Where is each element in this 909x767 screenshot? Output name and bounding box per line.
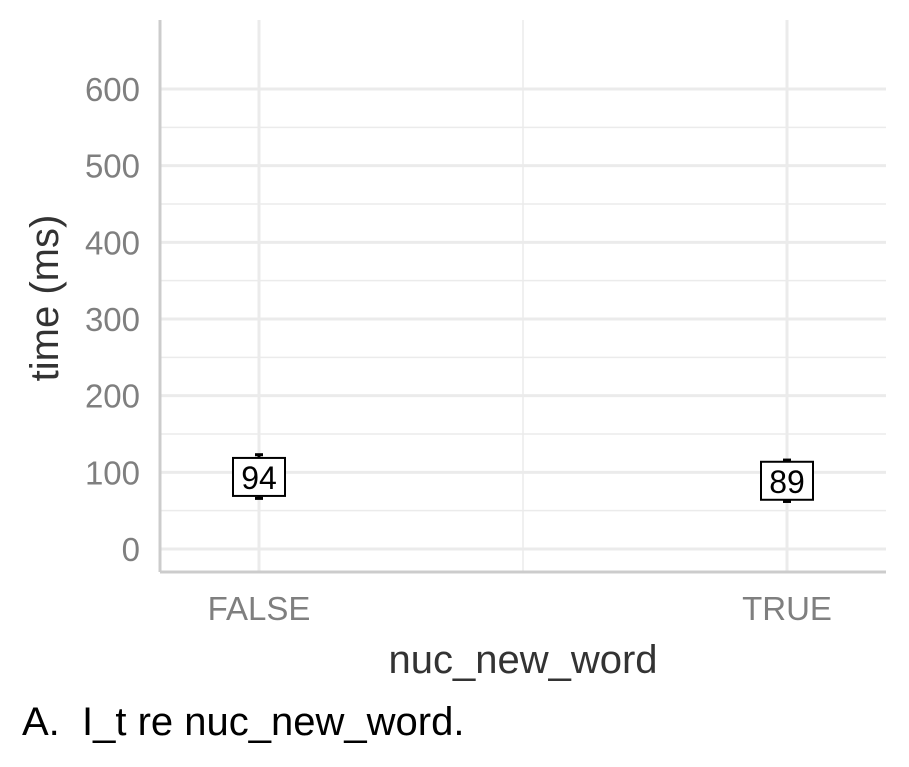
- x-tick-label: FALSE: [208, 590, 311, 627]
- y-tick-label: 100: [85, 454, 140, 491]
- y-tick-label: 200: [85, 378, 140, 415]
- x-tick-labels: FALSE TRUE: [208, 590, 832, 627]
- y-tick-label: 500: [85, 148, 140, 185]
- axes: [158, 20, 886, 574]
- y-tick-label: 600: [85, 71, 140, 108]
- data-marks: 94 89: [232, 453, 814, 503]
- y-tick-label: 0: [122, 531, 140, 568]
- y-axis-title: time (ms): [23, 215, 67, 382]
- figure-caption: A. I_t re nuc_new_word.: [22, 700, 465, 744]
- x-tick-label: TRUE: [742, 590, 832, 627]
- x-axis-title: nuc_new_word: [388, 638, 657, 682]
- data-label-box: [232, 456, 286, 497]
- y-tick-label: 400: [85, 224, 140, 261]
- data-label: 89: [769, 464, 805, 500]
- y-tick-labels: 0 100 200 300 400 500 600: [85, 71, 140, 568]
- data-label: 94: [241, 460, 277, 496]
- grid: [160, 20, 886, 572]
- y-tick-label: 300: [85, 301, 140, 338]
- chart: 0 100 200 300 400 500 600 FALSE TRUE 94 89 nuc_n…: [23, 20, 886, 682]
- data-label-box: [760, 460, 814, 501]
